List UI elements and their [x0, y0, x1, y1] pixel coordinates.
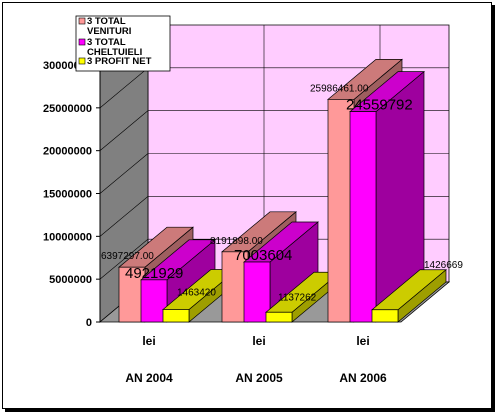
x-group-label: AN 2004	[125, 371, 173, 385]
x-tick-label: lei	[142, 334, 155, 348]
bar-chart-3d: 0 5000000 10000000 15000000 20000000 25000000…	[43, 15, 463, 385]
gridline-side	[99, 67, 149, 109]
data-label: 6397297.00	[101, 251, 154, 262]
bar	[162, 309, 190, 323]
y-tick-label: 0	[86, 317, 92, 329]
gridline-side	[99, 110, 149, 151]
gridline-side	[99, 153, 149, 194]
x-tick-label: lei	[356, 334, 369, 348]
legend-swatch	[78, 57, 86, 65]
data-label: 8191898.00	[210, 236, 263, 247]
data-label: 24559792	[346, 97, 413, 114]
y-tick-label: 10000000	[43, 231, 92, 243]
data-label: 25986461.00	[310, 83, 369, 94]
data-label: 4921929	[125, 265, 183, 282]
bar	[371, 309, 399, 323]
y-tick-label: 20000000	[43, 146, 92, 158]
legend-swatch	[78, 38, 86, 46]
legend-box	[75, 15, 171, 72]
x-tick-label: lei	[252, 334, 265, 348]
data-label: 1463420	[177, 287, 216, 298]
y-tick-label: 5000000	[49, 274, 92, 286]
legend-label: 3 PROFIT NET	[87, 56, 152, 67]
legend-label: 3 TOTAL VENITURI	[87, 16, 131, 37]
legend-label: 3 TOTAL CHELTUIELI	[87, 37, 142, 58]
legend-swatch	[78, 17, 86, 25]
x-group-label: AN 2005	[235, 371, 283, 385]
data-label: 1137262	[278, 292, 317, 303]
y-tick-label: 25000000	[43, 103, 92, 115]
bar	[265, 311, 293, 323]
x-group-label: AN 2006	[339, 371, 387, 385]
gridline-side	[99, 196, 149, 237]
gridline-side	[99, 238, 149, 280]
bar	[349, 111, 377, 323]
data-label: 1426669	[424, 260, 463, 271]
chart-frame: 0 5000000 10000000 15000000 20000000 25000000…	[2, 2, 492, 409]
data-label: 7003604	[234, 247, 292, 264]
y-tick-label: 15000000	[43, 189, 92, 201]
